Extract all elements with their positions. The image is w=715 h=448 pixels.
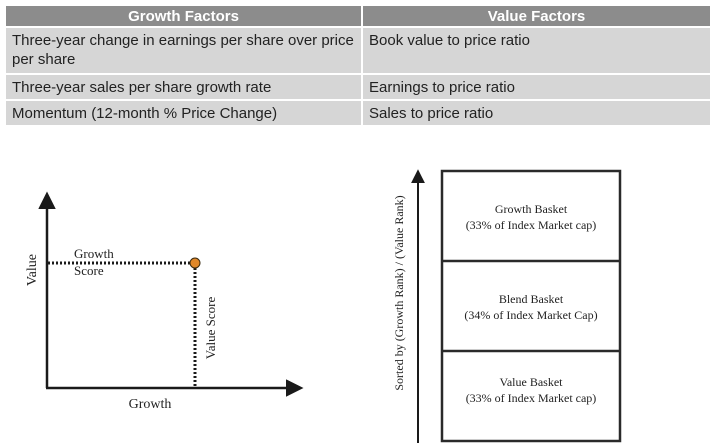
- table-header-row: Growth Factors Value Factors: [6, 6, 710, 26]
- table-cell-value: Earnings to price ratio: [363, 75, 710, 99]
- score-point: [189, 257, 201, 269]
- baskets-frame: [440, 169, 622, 443]
- table-row: Three-year sales per share growth rate E…: [6, 75, 710, 99]
- rank-axis-label: Sorted by (Growth Rank) / (Value Rank): [392, 195, 406, 390]
- header-growth-factors: Growth Factors: [6, 6, 361, 26]
- table-cell-value: Sales to price ratio: [363, 101, 710, 125]
- growth-basket-detail: (33% of Index Market cap): [466, 218, 597, 232]
- growth-basket-name: Growth Basket: [495, 202, 568, 216]
- blend-basket-detail: (34% of Index Market Cap): [464, 308, 597, 322]
- table-cell-growth: Momentum (12-month % Price Change): [6, 101, 361, 125]
- growth-score-label-line2: Score: [74, 263, 104, 278]
- table-cell-growth: Three-year sales per share growth rate: [6, 75, 361, 99]
- y-axis-label: Value: [25, 254, 40, 286]
- header-value-factors: Value Factors: [363, 6, 710, 26]
- table-cell-value: Book value to price ratio: [363, 28, 710, 73]
- growth-score-label-line1: Growth: [74, 246, 114, 261]
- factors-table: Growth Factors Value Factors Three-year …: [4, 4, 712, 127]
- growth-value-chart: Value Growth Growth Score Value Score: [25, 191, 304, 412]
- table-cell-growth: Three-year change in earnings per share …: [6, 28, 361, 73]
- value-basket-detail: (33% of Index Market cap): [466, 391, 597, 405]
- value-score-label: Value Score: [203, 297, 218, 360]
- table-row: Momentum (12-month % Price Change) Sales…: [6, 101, 710, 125]
- table-row: Three-year change in earnings per share …: [6, 28, 710, 73]
- value-basket-name: Value Basket: [500, 375, 564, 389]
- blend-basket-name: Blend Basket: [499, 292, 564, 306]
- x-axis-label: Growth: [129, 397, 172, 412]
- basket-sort-diagram: Sorted by (Growth Rank) / (Value Rank) G…: [392, 169, 622, 443]
